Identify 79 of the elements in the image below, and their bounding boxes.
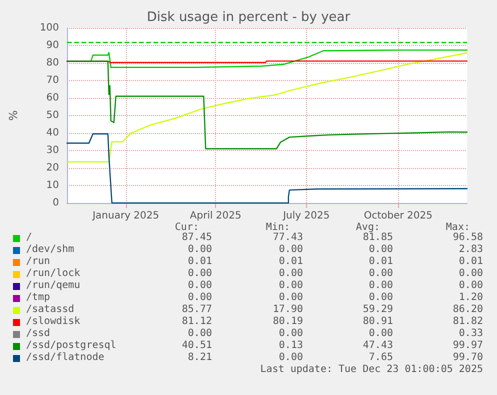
text: 0.33 (458, 328, 483, 340)
text: 0.00 (368, 244, 393, 256)
text: Max: (446, 222, 470, 233)
text: 0.00 (188, 292, 212, 304)
text: 0.01 (188, 256, 212, 268)
text: 59.29 (362, 304, 393, 316)
legend-label: /ssd/flatnode (26, 352, 104, 364)
text: 17.90 (272, 304, 303, 316)
text: 80.91 (362, 316, 393, 328)
x-tick-label: April 2025 (190, 210, 242, 222)
y-tick-label: 60 (46, 92, 59, 104)
y-tick-label: 100 (40, 22, 59, 34)
text: 0.00 (368, 328, 393, 340)
legend-label: /ssd (26, 328, 50, 340)
y-tick-label: 0 (52, 198, 59, 208)
text: 0.00 (458, 280, 483, 292)
text: 0.00 (278, 268, 303, 280)
text: 47.43 (362, 340, 393, 352)
legend-label: /ssd/postgresql (26, 340, 116, 352)
text: Last update: Tue Dec 23 01:00:05 2025 (260, 364, 483, 376)
text: 0.00 (278, 280, 303, 292)
text: 0.00 (278, 292, 303, 304)
text: 0.01 (368, 256, 393, 268)
text: 0.00 (368, 268, 393, 280)
text: 77.43 (272, 232, 303, 244)
y-tick-label: 50 (46, 110, 59, 121)
text: 81.12 (182, 316, 212, 328)
text: 80.19 (272, 316, 303, 328)
chart-title: Disk usage in percent - by year (146, 10, 351, 25)
text: 99.70 (452, 352, 483, 364)
x-tick-label: July 2025 (282, 210, 330, 222)
text: 0.00 (188, 280, 212, 292)
text: Avg: (356, 222, 380, 233)
text: 99.97 (452, 340, 483, 352)
legend-label: /run (26, 256, 50, 268)
text: 7.65 (368, 352, 393, 364)
text: 8.21 (188, 352, 212, 364)
y-tick-label: 80 (46, 58, 59, 68)
legend-label: /run/qemu (26, 280, 80, 292)
text: 0.00 (458, 268, 483, 280)
legend-label: /satassd (26, 304, 74, 316)
text: 1.20 (458, 292, 483, 304)
y-tick-label: 10 (46, 180, 59, 191)
text: 85.77 (182, 304, 212, 316)
text: 87.45 (182, 232, 212, 244)
text: 0.00 (368, 280, 393, 292)
legend-label: /run/lock (26, 268, 80, 280)
text: 0.00 (278, 352, 303, 364)
text: 96.58 (452, 232, 483, 244)
text: Min: (266, 222, 290, 233)
y-tick-label: 40 (46, 128, 59, 138)
line-series (66, 52, 468, 162)
x-tick-label: October 2025 (364, 210, 432, 222)
y-tick-label: 30 (46, 145, 59, 156)
text: Cur: (174, 222, 199, 233)
text: 40.51 (182, 340, 212, 352)
x-tick-label: January 2025 (92, 210, 160, 222)
text: 0.01 (278, 256, 303, 268)
y-tick-label: 90 (46, 40, 59, 51)
legend-label: /tmp (26, 292, 50, 304)
y-tick-label: 70 (46, 75, 59, 86)
legend-label: /slowdisk (26, 316, 80, 328)
y-axis-title: % (7, 110, 20, 121)
text: 0.00 (368, 292, 393, 304)
text: 0.13 (278, 340, 303, 352)
y-tick-label: 20 (46, 162, 59, 174)
text: 0.00 (278, 244, 303, 256)
text: 0.00 (188, 268, 212, 280)
text: 0.00 (188, 244, 212, 256)
text: 81.85 (362, 232, 393, 244)
line-series (66, 60, 468, 150)
legend-label: /dev/shm (26, 244, 74, 256)
text: 0.01 (458, 256, 483, 268)
text: 0.00 (278, 328, 303, 340)
legend-label: / (26, 232, 32, 244)
text: 86.20 (452, 304, 483, 316)
text: 2.83 (458, 244, 483, 256)
text: 81.82 (452, 316, 483, 328)
text: 0.00 (188, 328, 212, 340)
